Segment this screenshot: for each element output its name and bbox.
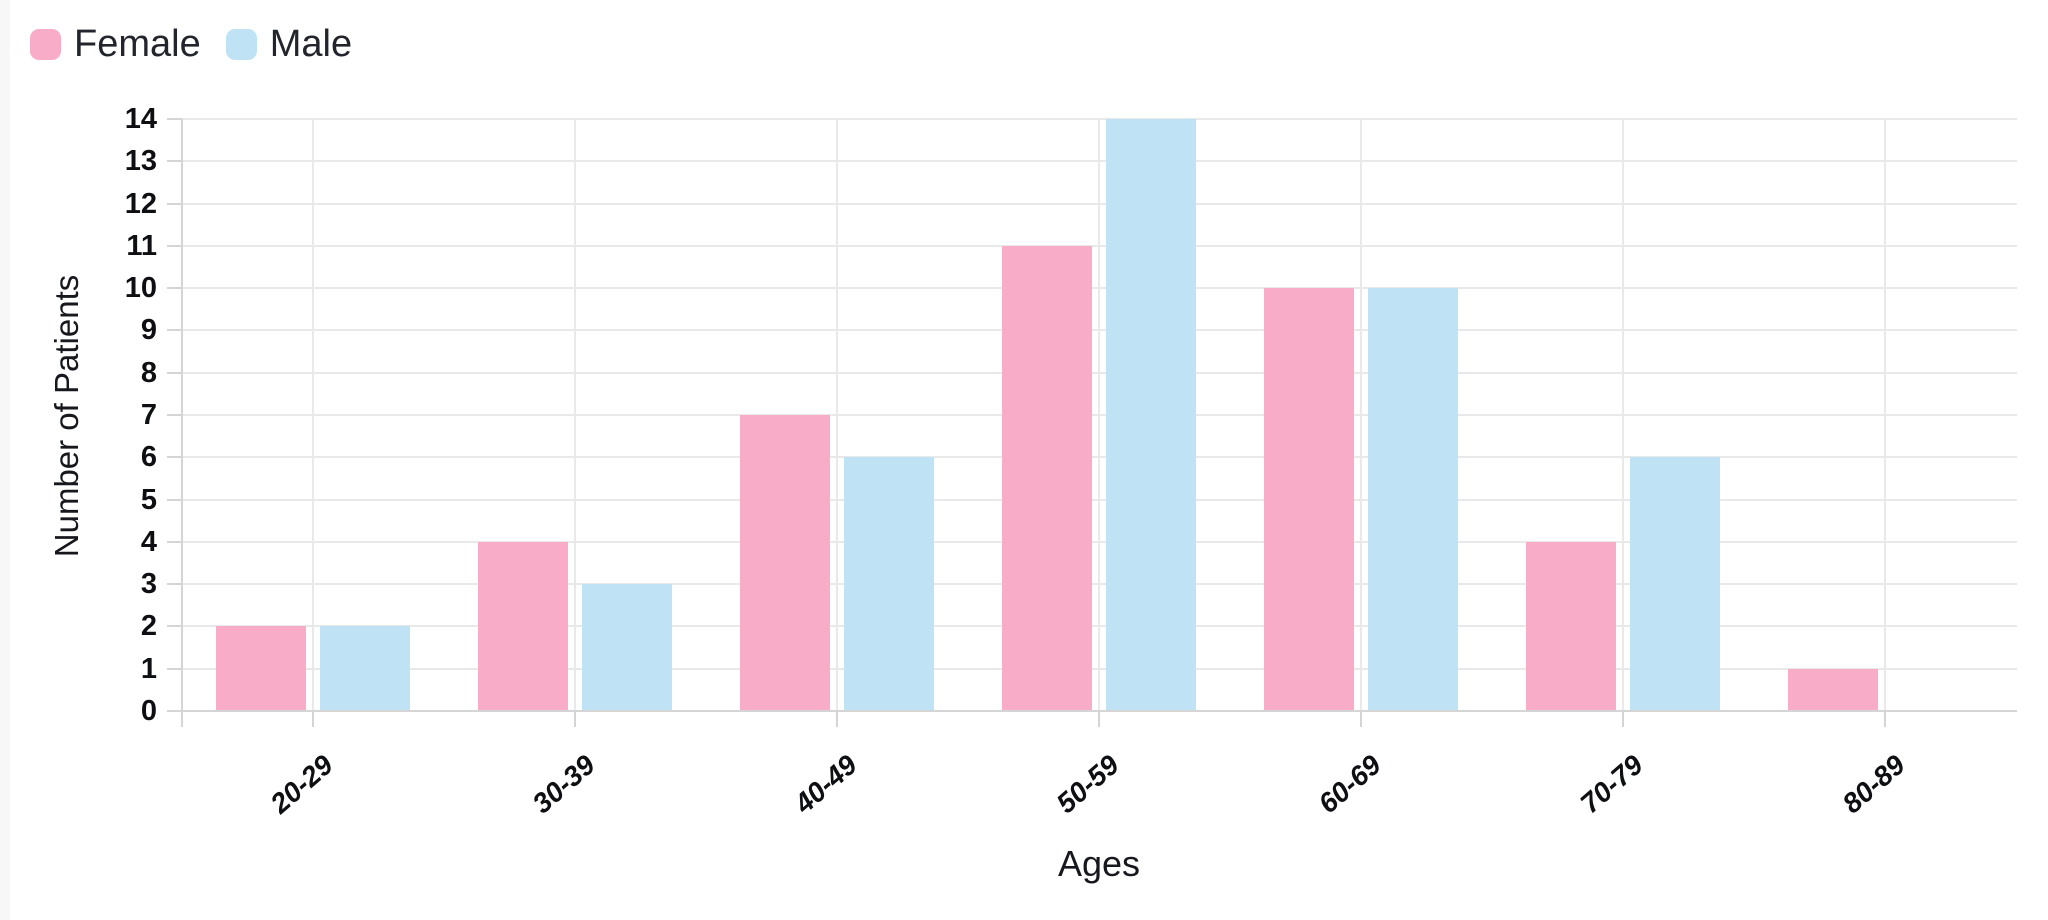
y-axis-tick <box>167 287 182 289</box>
bar-male-20-29[interactable] <box>320 626 410 710</box>
bar-male-70-79[interactable] <box>1630 457 1720 710</box>
gridline-vertical <box>836 119 838 711</box>
legend-item-female[interactable]: Female <box>30 22 201 66</box>
x-tick-label-80-89: 80-89 <box>1836 748 1911 820</box>
y-tick-label: 5 <box>140 484 157 516</box>
y-axis-tick <box>167 414 182 416</box>
x-axis-tick <box>1884 711 1886 727</box>
legend-label-female: Female <box>74 23 201 65</box>
y-axis-tick <box>167 329 182 331</box>
bar-male-40-49[interactable] <box>844 457 934 710</box>
male-color-swatch <box>225 28 257 60</box>
gridline-vertical <box>312 119 314 711</box>
y-axis-tick <box>167 118 182 120</box>
bar-male-60-69[interactable] <box>1368 288 1458 710</box>
y-tick-label: 6 <box>140 441 157 473</box>
left-edge-strip <box>0 0 10 920</box>
y-tick-label: 3 <box>140 568 157 600</box>
y-tick-label: 7 <box>140 399 157 431</box>
gridline-vertical <box>1360 119 1362 711</box>
bar-female-80-89[interactable] <box>1788 669 1878 710</box>
bar-female-70-79[interactable] <box>1526 542 1616 710</box>
y-tick-label: 8 <box>140 357 157 389</box>
y-axis-line <box>181 119 183 727</box>
legend-item-male[interactable]: Male <box>225 22 353 66</box>
y-tick-label: 14 <box>124 103 157 135</box>
x-axis-tick <box>574 711 576 727</box>
x-axis-tick <box>836 711 838 727</box>
x-axis-tick <box>1622 711 1624 727</box>
y-axis-tick <box>167 541 182 543</box>
y-axis-tick <box>167 456 182 458</box>
gridline-vertical <box>1098 119 1100 711</box>
bar-female-60-69[interactable] <box>1264 288 1354 710</box>
x-axis-tick <box>1098 711 1100 727</box>
y-tick-label: 9 <box>140 314 157 346</box>
y-axis-tick <box>167 372 182 374</box>
chart-legend: Female Male <box>30 22 352 66</box>
y-tick-label: 0 <box>140 695 157 727</box>
y-tick-label: 1 <box>140 653 157 685</box>
bar-female-20-29[interactable] <box>216 626 306 710</box>
bar-female-50-59[interactable] <box>1002 246 1092 710</box>
y-axis-tick <box>167 668 182 670</box>
y-axis-tick <box>167 710 182 712</box>
y-axis-title: Number of Patients <box>48 274 85 558</box>
y-axis-tick <box>167 203 182 205</box>
bar-male-50-59[interactable] <box>1106 119 1196 710</box>
y-axis-tick <box>167 583 182 585</box>
bar-male-30-39[interactable] <box>582 584 672 710</box>
bar-female-40-49[interactable] <box>740 415 830 710</box>
x-axis-line <box>181 710 2017 712</box>
y-tick-label: 13 <box>124 145 157 177</box>
y-tick-label: 11 <box>126 230 157 262</box>
x-tick-label-40-49: 40-49 <box>788 748 863 820</box>
x-tick-label-70-79: 70-79 <box>1574 748 1649 820</box>
x-axis-title: Ages <box>1057 843 1141 884</box>
y-axis-tick <box>167 245 182 247</box>
y-tick-label: 12 <box>124 188 157 220</box>
female-color-swatch <box>30 28 61 60</box>
y-axis-tick <box>167 499 182 501</box>
y-tick-label: 2 <box>140 610 157 642</box>
gridline-vertical <box>1884 119 1886 711</box>
x-axis-tick <box>312 711 314 727</box>
gridline-vertical <box>574 119 576 711</box>
x-axis-tick <box>1360 711 1362 727</box>
y-axis-tick <box>167 625 182 627</box>
y-axis-tick <box>167 160 182 162</box>
x-tick-label-20-29: 20-29 <box>264 748 339 820</box>
y-tick-label: 4 <box>140 526 157 558</box>
x-tick-label-30-39: 30-39 <box>526 748 601 820</box>
bar-female-30-39[interactable] <box>478 542 568 710</box>
legend-label-male: Male <box>269 23 353 65</box>
gridline-vertical <box>1622 119 1624 711</box>
y-tick-label: 10 <box>124 272 157 304</box>
